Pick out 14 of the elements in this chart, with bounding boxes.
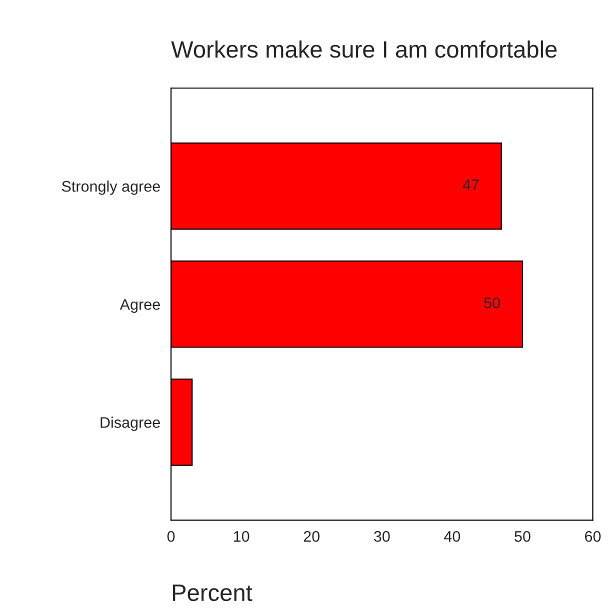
x-tick-label: 50 bbox=[514, 531, 530, 542]
x-tick-label: 40 bbox=[444, 531, 460, 542]
y-tick-label: Agree bbox=[120, 299, 160, 313]
data-label: 50 bbox=[484, 297, 500, 308]
data-label: 47 bbox=[462, 180, 479, 190]
x-tick-label: 30 bbox=[374, 531, 390, 542]
x-axis-title: Percent bbox=[172, 584, 252, 602]
y-tick-label: Disagree bbox=[100, 416, 160, 431]
x-tick-label: 10 bbox=[234, 531, 250, 542]
y-tick-label: Strongly agree bbox=[62, 180, 160, 195]
chart-title: Workers make sure I am comfortable bbox=[171, 40, 557, 58]
x-tick-label: 0 bbox=[167, 531, 175, 542]
x-tick-label: 20 bbox=[304, 531, 320, 542]
x-tick-label: 60 bbox=[585, 531, 601, 542]
